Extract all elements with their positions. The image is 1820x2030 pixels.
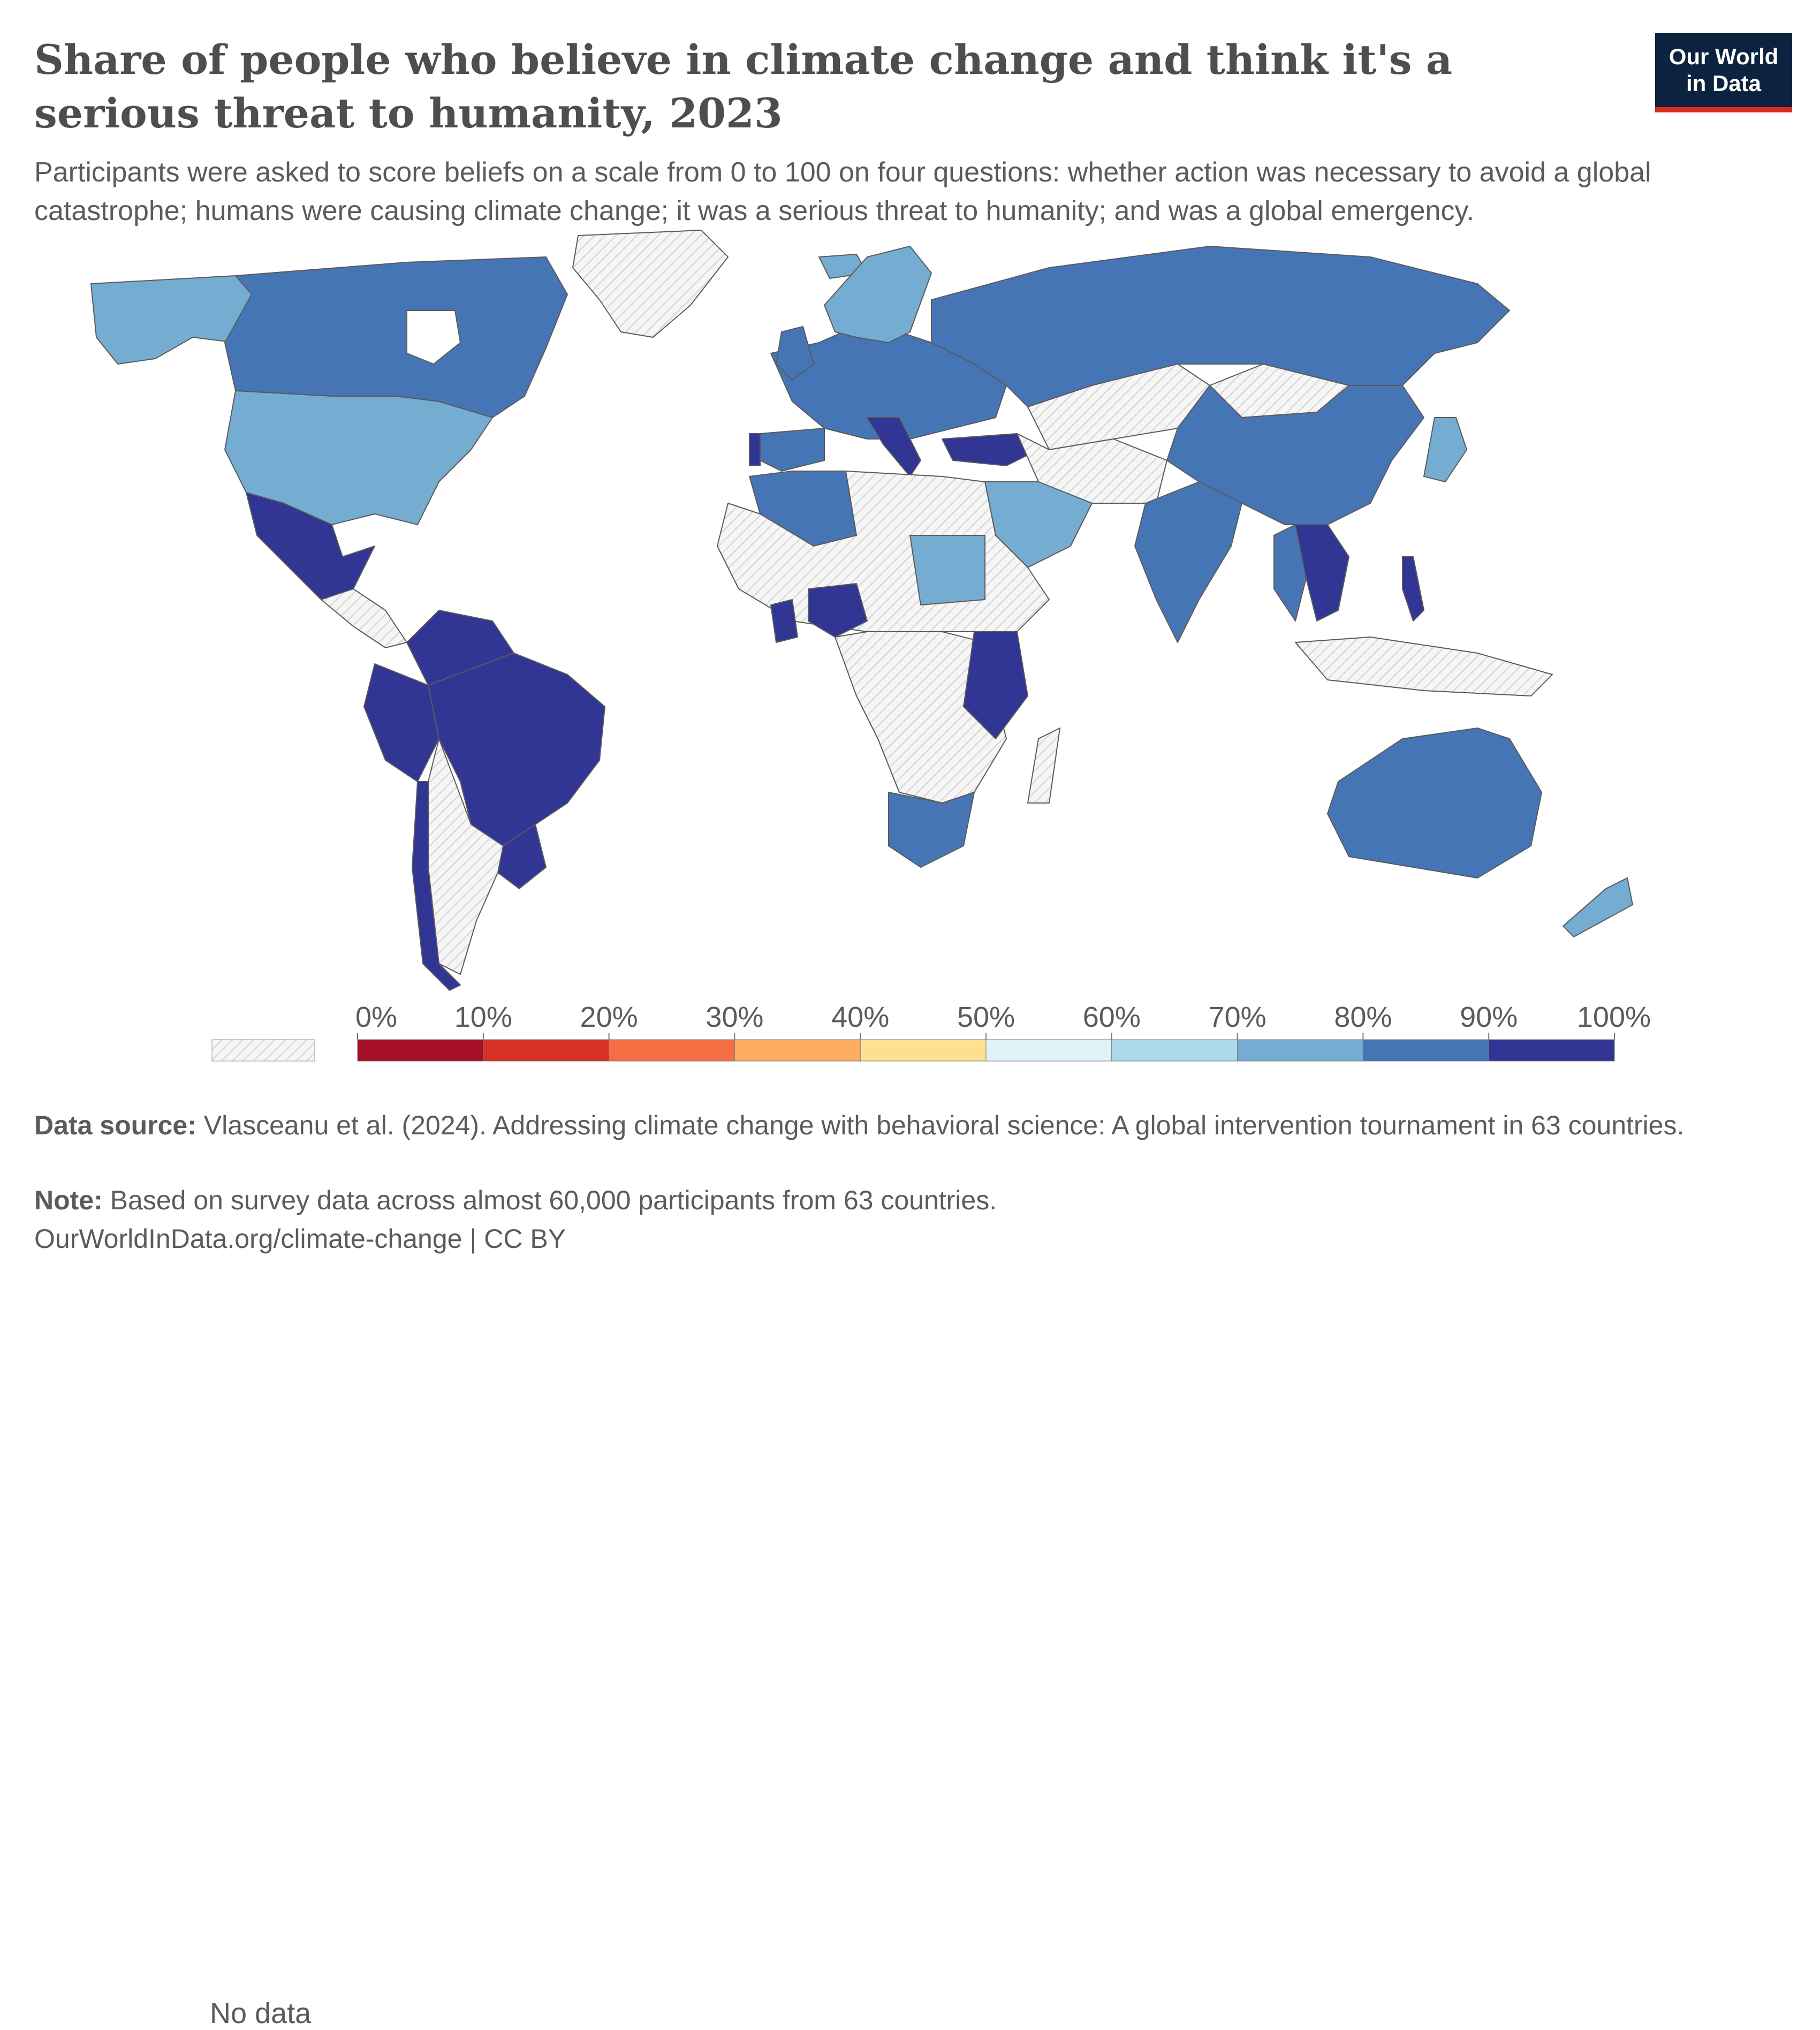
- map-country-madagascar[interactable]: [1027, 728, 1060, 804]
- legend-bin-80-90[interactable]: [1362, 1039, 1489, 1062]
- legend-tick-label: 20%: [580, 1001, 638, 1033]
- footer-note: Note: Based on survey data across almost…: [34, 1183, 997, 1217]
- map-region-central-africa[interactable]: [835, 631, 1007, 804]
- legend-bin-70-80[interactable]: [1237, 1039, 1363, 1062]
- legend-tick-label: 90%: [1460, 1001, 1518, 1033]
- logo-line-1: Our World: [1669, 44, 1779, 69]
- legend-tick-label: 40%: [831, 1001, 889, 1033]
- legend-bin-0-10[interactable]: [357, 1039, 484, 1062]
- license[interactable]: | CC BY: [469, 1224, 566, 1254]
- legend-tick-label: 100%: [1577, 1001, 1651, 1033]
- note-label: Note:: [34, 1185, 103, 1215]
- chart-subtitle: Participants were asked to score beliefs…: [34, 157, 1651, 226]
- map-country-chile[interactable]: [412, 781, 461, 991]
- map-country-ghana[interactable]: [770, 599, 798, 643]
- legend-tick-label: 80%: [1334, 1001, 1392, 1033]
- legend-scale: 0% 10% 20% 30% 40% 50% 60% 70% 80% 90% 100%: [211, 1001, 1651, 1062]
- note-text: Based on survey data across almost 60,00…: [110, 1185, 997, 1215]
- map-country-indonesia[interactable]: [1295, 637, 1553, 696]
- world-map[interactable]: [32, 225, 1788, 996]
- footer-source: Data source: Vlasceanu et al. (2024). Ad…: [34, 1108, 1795, 1142]
- map-country-greenland[interactable]: [572, 230, 729, 338]
- legend-tick-label: 0%: [355, 1001, 397, 1033]
- map-country-tanzania[interactable]: [963, 631, 1028, 739]
- legend-bin-60-70[interactable]: [1111, 1039, 1238, 1062]
- owid-logo[interactable]: Our World in Data: [1655, 33, 1792, 112]
- map-country-south-africa[interactable]: [888, 792, 975, 868]
- legend-tick-label: 10%: [454, 1001, 512, 1033]
- map-country-italy[interactable]: [867, 417, 921, 477]
- source-text: Vlasceanu et al. (2024). Addressing clim…: [203, 1110, 1685, 1140]
- legend: No data 0% 10% 20% 30% 40% 50% 60% 70% 80% 90% 100…: [0, 996, 1820, 2029]
- map-region-scandinavia[interactable]: [824, 246, 932, 343]
- map-country-nigeria[interactable]: [808, 583, 868, 638]
- chart-title: Share of people who believe in climate c…: [34, 36, 1453, 137]
- map-country-portugal[interactable]: [749, 433, 761, 466]
- legend-tick-label: 70%: [1209, 1001, 1267, 1033]
- map-country-philippines[interactable]: [1402, 556, 1424, 622]
- source-label: Data source:: [34, 1110, 196, 1140]
- world-map-svg: [90, 230, 1633, 991]
- map-country-thailand[interactable]: [1273, 524, 1307, 622]
- map-country-japan[interactable]: [1423, 417, 1467, 482]
- map-region-central-america[interactable]: [321, 588, 407, 648]
- map-country-turkey[interactable]: [942, 433, 1039, 466]
- footer-credit: OurWorldInData.org/climate-change | CC B…: [34, 1222, 566, 1256]
- legend-tick-label: 50%: [957, 1001, 1015, 1033]
- map-country-sudan[interactable]: [909, 535, 985, 605]
- map-country-australia[interactable]: [1327, 728, 1542, 878]
- legend-bin-50-60[interactable]: [985, 1039, 1112, 1062]
- legend-tick-label: 30%: [706, 1001, 763, 1033]
- legend-no-data-swatch: [211, 1039, 315, 1062]
- legend-bin-40-50[interactable]: [860, 1039, 987, 1062]
- logo-line-2: in Data: [1686, 71, 1762, 96]
- legend-no-data-label: No data: [210, 1997, 312, 2029]
- source-url[interactable]: OurWorldInData.org/climate-change: [34, 1224, 462, 1254]
- map-country-spain[interactable]: [760, 428, 825, 472]
- map-country-mexico[interactable]: [246, 492, 375, 600]
- map-country-uk[interactable]: [776, 326, 814, 381]
- legend-tick-label: 60%: [1083, 1001, 1141, 1033]
- map-country-brazil[interactable]: [428, 653, 605, 846]
- map-country-new-zealand[interactable]: [1563, 877, 1633, 937]
- legend-bin-90-100[interactable]: [1488, 1039, 1615, 1062]
- legend-bin-10-20[interactable]: [483, 1039, 610, 1062]
- map-country-india[interactable]: [1134, 481, 1242, 643]
- legend-bin-30-40[interactable]: [734, 1039, 861, 1062]
- legend-bin-20-30[interactable]: [609, 1039, 735, 1062]
